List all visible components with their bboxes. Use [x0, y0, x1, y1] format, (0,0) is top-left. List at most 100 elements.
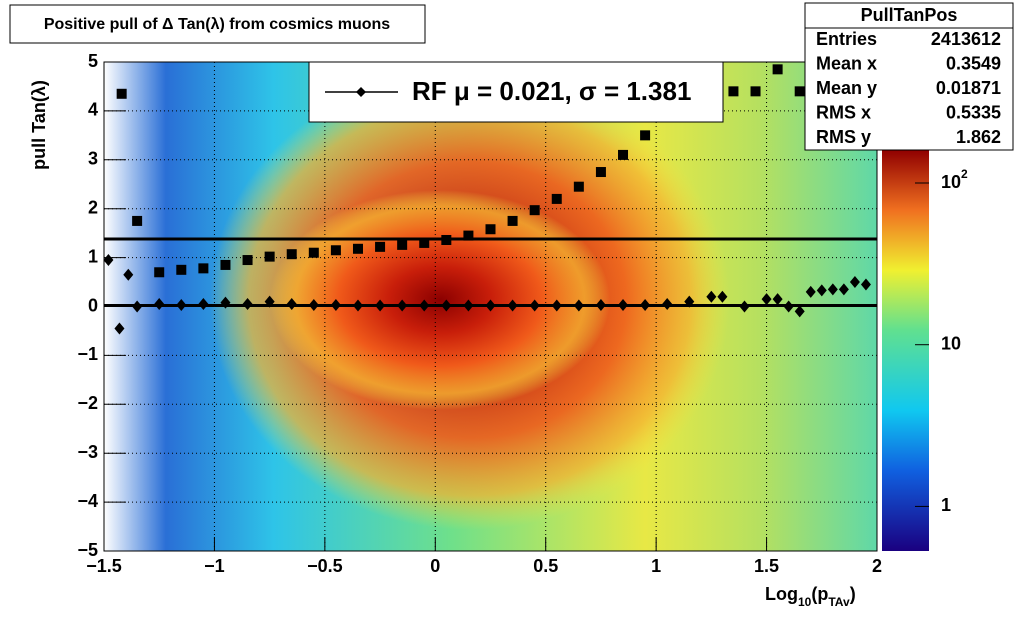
diamond-marker: [860, 278, 871, 291]
square-marker: [772, 64, 783, 75]
diamond-marker: [573, 299, 584, 312]
diamond-marker: [352, 299, 363, 312]
diamond-marker: [286, 298, 297, 311]
square-marker: [507, 215, 518, 226]
diamond-marker: [595, 299, 606, 312]
square-marker: [198, 263, 209, 274]
color-bar: [882, 150, 929, 551]
diamond-marker: [783, 300, 794, 313]
title-box: [9, 4, 426, 44]
legend-marker: [356, 87, 366, 97]
diamond-marker: [264, 295, 275, 308]
square-marker: [375, 241, 386, 252]
square-marker: [529, 205, 540, 216]
stats-value: 1.862: [956, 127, 1001, 147]
diamond-marker: [463, 299, 474, 312]
stats-value: 0.01871: [936, 78, 1001, 98]
square-marker: [154, 267, 165, 278]
square-marker: [463, 230, 474, 241]
square-marker: [441, 234, 452, 245]
square-marker: [264, 251, 275, 262]
diamond-marker: [849, 276, 860, 289]
diamond-marker: [838, 283, 849, 296]
diamond-marker: [761, 293, 772, 306]
square-marker: [116, 88, 127, 99]
diamond-marker: [154, 298, 165, 311]
y-tick-label: −3: [77, 442, 98, 462]
square-marker: [485, 224, 496, 235]
diamond-marker: [220, 296, 231, 309]
square-marker: [728, 86, 739, 97]
stats-name: Entries: [816, 29, 877, 49]
x-tick-label: 0: [430, 556, 440, 576]
diamond-marker: [441, 299, 452, 312]
diamond-marker: [507, 299, 518, 312]
y-tick-label: 5: [88, 51, 98, 71]
x-tick-label: 1.5: [754, 556, 779, 576]
diamond-marker: [397, 299, 408, 312]
diamond-marker: [827, 283, 838, 296]
x-tick-label: −0.5: [307, 556, 343, 576]
stats-value: 0.3549: [946, 53, 1001, 73]
x-axis-label: Log10(pTAv): [765, 584, 856, 609]
diamond-marker: [176, 299, 187, 312]
z-tick-label: 10: [941, 333, 961, 353]
square-marker: [330, 245, 341, 256]
square-marker: [308, 247, 319, 258]
diamond-marker: [419, 299, 430, 312]
stats-value: 2413612: [931, 29, 1001, 49]
z-tick-label: 1: [941, 495, 951, 515]
diamond-marker: [794, 305, 805, 318]
square-marker: [419, 237, 430, 248]
diamond-marker: [103, 254, 114, 267]
square-marker: [551, 193, 562, 204]
square-marker: [286, 249, 297, 260]
diamond-marker: [123, 268, 134, 281]
y-tick-label: 3: [88, 149, 98, 169]
y-axis-label: pull Tan(λ): [29, 80, 49, 170]
diamond-marker: [485, 299, 496, 312]
square-marker: [242, 255, 253, 266]
diamond-marker: [618, 299, 629, 312]
diamond-marker: [198, 298, 209, 311]
y-tick-label: −2: [77, 393, 98, 413]
diamond-marker: [772, 293, 783, 306]
diamond-marker: [706, 290, 717, 303]
y-tick-label: −1: [77, 344, 98, 364]
stats-name: RMS x: [816, 102, 871, 122]
y-tick-label: 4: [88, 100, 98, 120]
y-tick-label: 1: [88, 246, 98, 266]
diamond-marker: [114, 322, 125, 335]
y-tick-label: −5: [77, 540, 98, 560]
diamond-marker: [551, 299, 562, 312]
x-tick-label: 1: [651, 556, 661, 576]
diamond-marker: [375, 299, 386, 312]
square-marker: [794, 86, 805, 97]
stats-name: RMS y: [816, 127, 871, 147]
diamond-marker: [640, 299, 651, 312]
square-marker: [132, 215, 143, 226]
square-marker: [176, 264, 187, 275]
z-tick-label: 102: [941, 167, 968, 192]
stats-name: Mean y: [816, 78, 877, 98]
square-marker: [397, 239, 408, 250]
stats-value: 0.5335: [946, 102, 1001, 122]
diamond-marker: [662, 298, 673, 311]
square-marker: [640, 130, 651, 141]
diamond-marker: [805, 285, 816, 298]
square-marker: [750, 86, 761, 97]
diamond-marker: [816, 284, 827, 297]
square-marker: [595, 167, 606, 178]
diamond-marker: [529, 299, 540, 312]
diamond-marker: [717, 290, 728, 303]
square-marker: [220, 259, 231, 270]
stats-name: Mean x: [816, 53, 877, 73]
x-tick-label: 2: [872, 556, 882, 576]
y-tick-label: 2: [88, 197, 98, 217]
legend-label: RF μ = 0.021, σ = 1.381: [412, 76, 691, 106]
diamond-marker: [739, 300, 750, 313]
square-marker: [618, 149, 629, 160]
diamond-marker: [242, 298, 253, 311]
x-tick-label: −1.5: [86, 556, 122, 576]
